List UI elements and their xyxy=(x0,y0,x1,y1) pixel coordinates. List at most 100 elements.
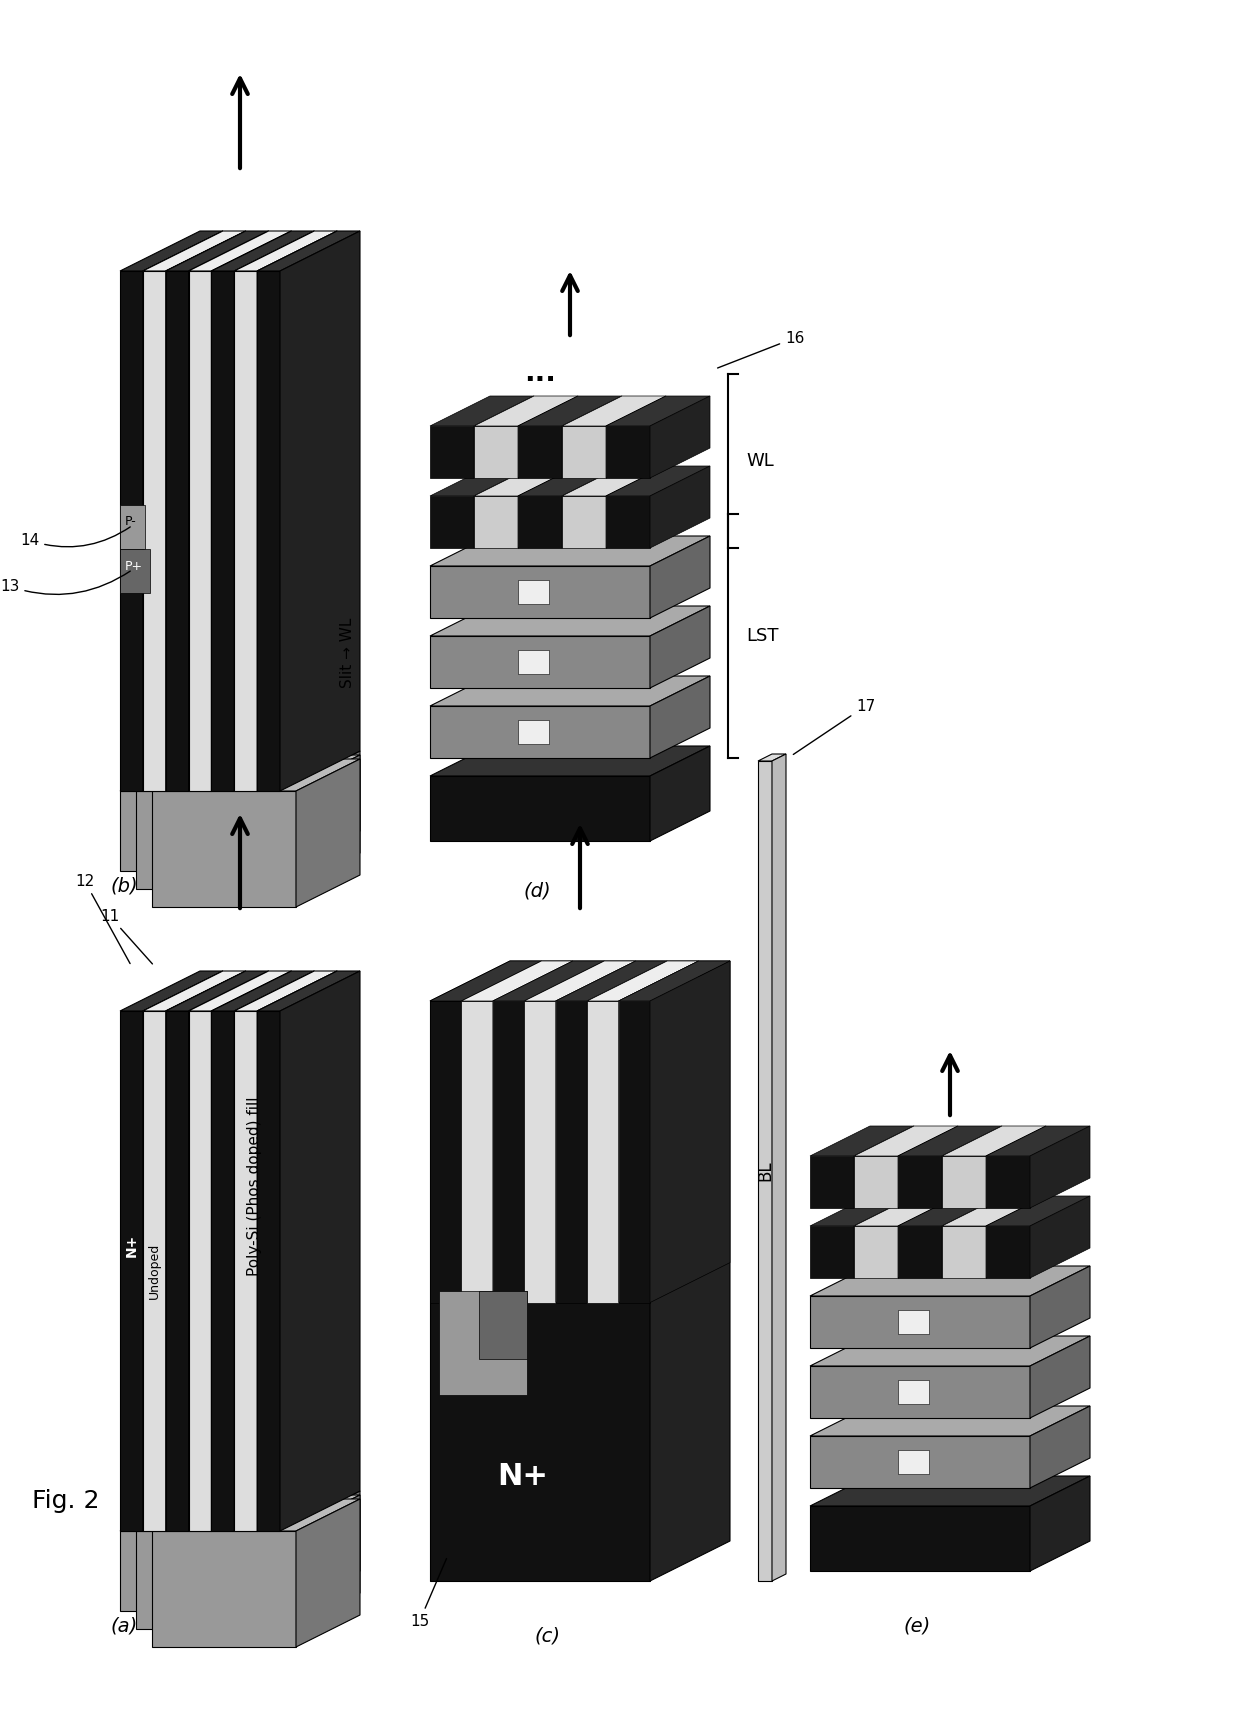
Polygon shape xyxy=(474,426,518,477)
Polygon shape xyxy=(810,1506,1030,1571)
Polygon shape xyxy=(120,972,223,1011)
Polygon shape xyxy=(257,270,280,790)
Polygon shape xyxy=(166,1011,188,1531)
Text: Undoped: Undoped xyxy=(148,1242,161,1299)
Polygon shape xyxy=(518,426,562,477)
Polygon shape xyxy=(810,1227,854,1278)
Polygon shape xyxy=(518,395,578,477)
Polygon shape xyxy=(188,972,269,1531)
Polygon shape xyxy=(1030,1266,1090,1348)
Polygon shape xyxy=(810,1336,1090,1365)
Polygon shape xyxy=(234,231,314,790)
Polygon shape xyxy=(257,972,337,1531)
Polygon shape xyxy=(898,1126,959,1208)
Polygon shape xyxy=(525,962,604,1302)
Polygon shape xyxy=(562,465,622,548)
Polygon shape xyxy=(986,1196,1090,1227)
Polygon shape xyxy=(143,231,223,790)
Text: N+: N+ xyxy=(124,1234,139,1256)
Polygon shape xyxy=(518,465,578,548)
Text: N+: N+ xyxy=(497,1463,548,1490)
Polygon shape xyxy=(136,755,360,790)
Polygon shape xyxy=(650,606,711,688)
Polygon shape xyxy=(280,751,360,871)
Text: LST: LST xyxy=(746,626,779,645)
Polygon shape xyxy=(212,972,314,1011)
Polygon shape xyxy=(606,395,711,426)
Polygon shape xyxy=(650,676,711,758)
Polygon shape xyxy=(430,395,534,426)
Polygon shape xyxy=(234,270,257,790)
Polygon shape xyxy=(854,1126,914,1208)
Polygon shape xyxy=(810,1157,854,1208)
Polygon shape xyxy=(136,1531,288,1629)
Polygon shape xyxy=(474,496,518,548)
Polygon shape xyxy=(588,962,667,1302)
Polygon shape xyxy=(986,1157,1030,1208)
Polygon shape xyxy=(556,962,636,1302)
Polygon shape xyxy=(136,790,288,890)
Polygon shape xyxy=(518,496,562,548)
Polygon shape xyxy=(153,760,360,790)
Polygon shape xyxy=(153,790,296,907)
Polygon shape xyxy=(430,962,730,1001)
Polygon shape xyxy=(143,972,246,1011)
Polygon shape xyxy=(758,761,773,1581)
Polygon shape xyxy=(986,1126,1090,1157)
Polygon shape xyxy=(606,465,666,548)
Polygon shape xyxy=(942,1196,1047,1227)
Polygon shape xyxy=(758,755,786,761)
Polygon shape xyxy=(430,606,711,636)
Polygon shape xyxy=(942,1157,986,1208)
Text: (c): (c) xyxy=(534,1625,560,1644)
Text: 16: 16 xyxy=(718,330,805,368)
Text: (b): (b) xyxy=(110,876,138,895)
Polygon shape xyxy=(430,426,474,477)
Polygon shape xyxy=(212,972,291,1531)
Polygon shape xyxy=(288,1495,360,1629)
Polygon shape xyxy=(166,972,269,1011)
Polygon shape xyxy=(188,231,269,790)
Text: 13: 13 xyxy=(0,571,130,594)
Polygon shape xyxy=(143,1011,166,1531)
Polygon shape xyxy=(143,231,246,270)
Polygon shape xyxy=(288,755,360,890)
Polygon shape xyxy=(120,505,145,549)
Polygon shape xyxy=(430,636,650,688)
Polygon shape xyxy=(120,1531,280,1612)
Polygon shape xyxy=(257,972,360,1011)
Polygon shape xyxy=(430,746,711,777)
Polygon shape xyxy=(562,496,606,548)
Polygon shape xyxy=(898,1196,959,1278)
Polygon shape xyxy=(120,231,223,270)
Polygon shape xyxy=(120,751,360,790)
Text: (e): (e) xyxy=(904,1615,931,1636)
Polygon shape xyxy=(212,270,234,790)
Polygon shape xyxy=(461,962,542,1302)
Polygon shape xyxy=(212,231,291,790)
Polygon shape xyxy=(430,1001,650,1581)
Polygon shape xyxy=(854,1196,914,1278)
Polygon shape xyxy=(474,395,578,426)
Polygon shape xyxy=(606,496,650,548)
Polygon shape xyxy=(942,1126,1047,1157)
Polygon shape xyxy=(188,231,291,270)
Polygon shape xyxy=(492,962,573,1302)
Polygon shape xyxy=(166,231,246,790)
Polygon shape xyxy=(556,962,667,1001)
Polygon shape xyxy=(257,1011,280,1531)
Polygon shape xyxy=(1030,1196,1090,1278)
Polygon shape xyxy=(120,549,150,594)
Polygon shape xyxy=(430,566,650,618)
Polygon shape xyxy=(518,650,549,674)
Polygon shape xyxy=(650,395,711,477)
Polygon shape xyxy=(188,972,291,1011)
Polygon shape xyxy=(562,395,666,426)
Polygon shape xyxy=(120,790,280,871)
Polygon shape xyxy=(430,707,650,758)
Polygon shape xyxy=(986,1227,1030,1278)
Polygon shape xyxy=(430,1001,461,1302)
Text: (a): (a) xyxy=(110,1615,138,1636)
Text: WL: WL xyxy=(746,452,774,471)
Text: 15: 15 xyxy=(410,1559,446,1629)
